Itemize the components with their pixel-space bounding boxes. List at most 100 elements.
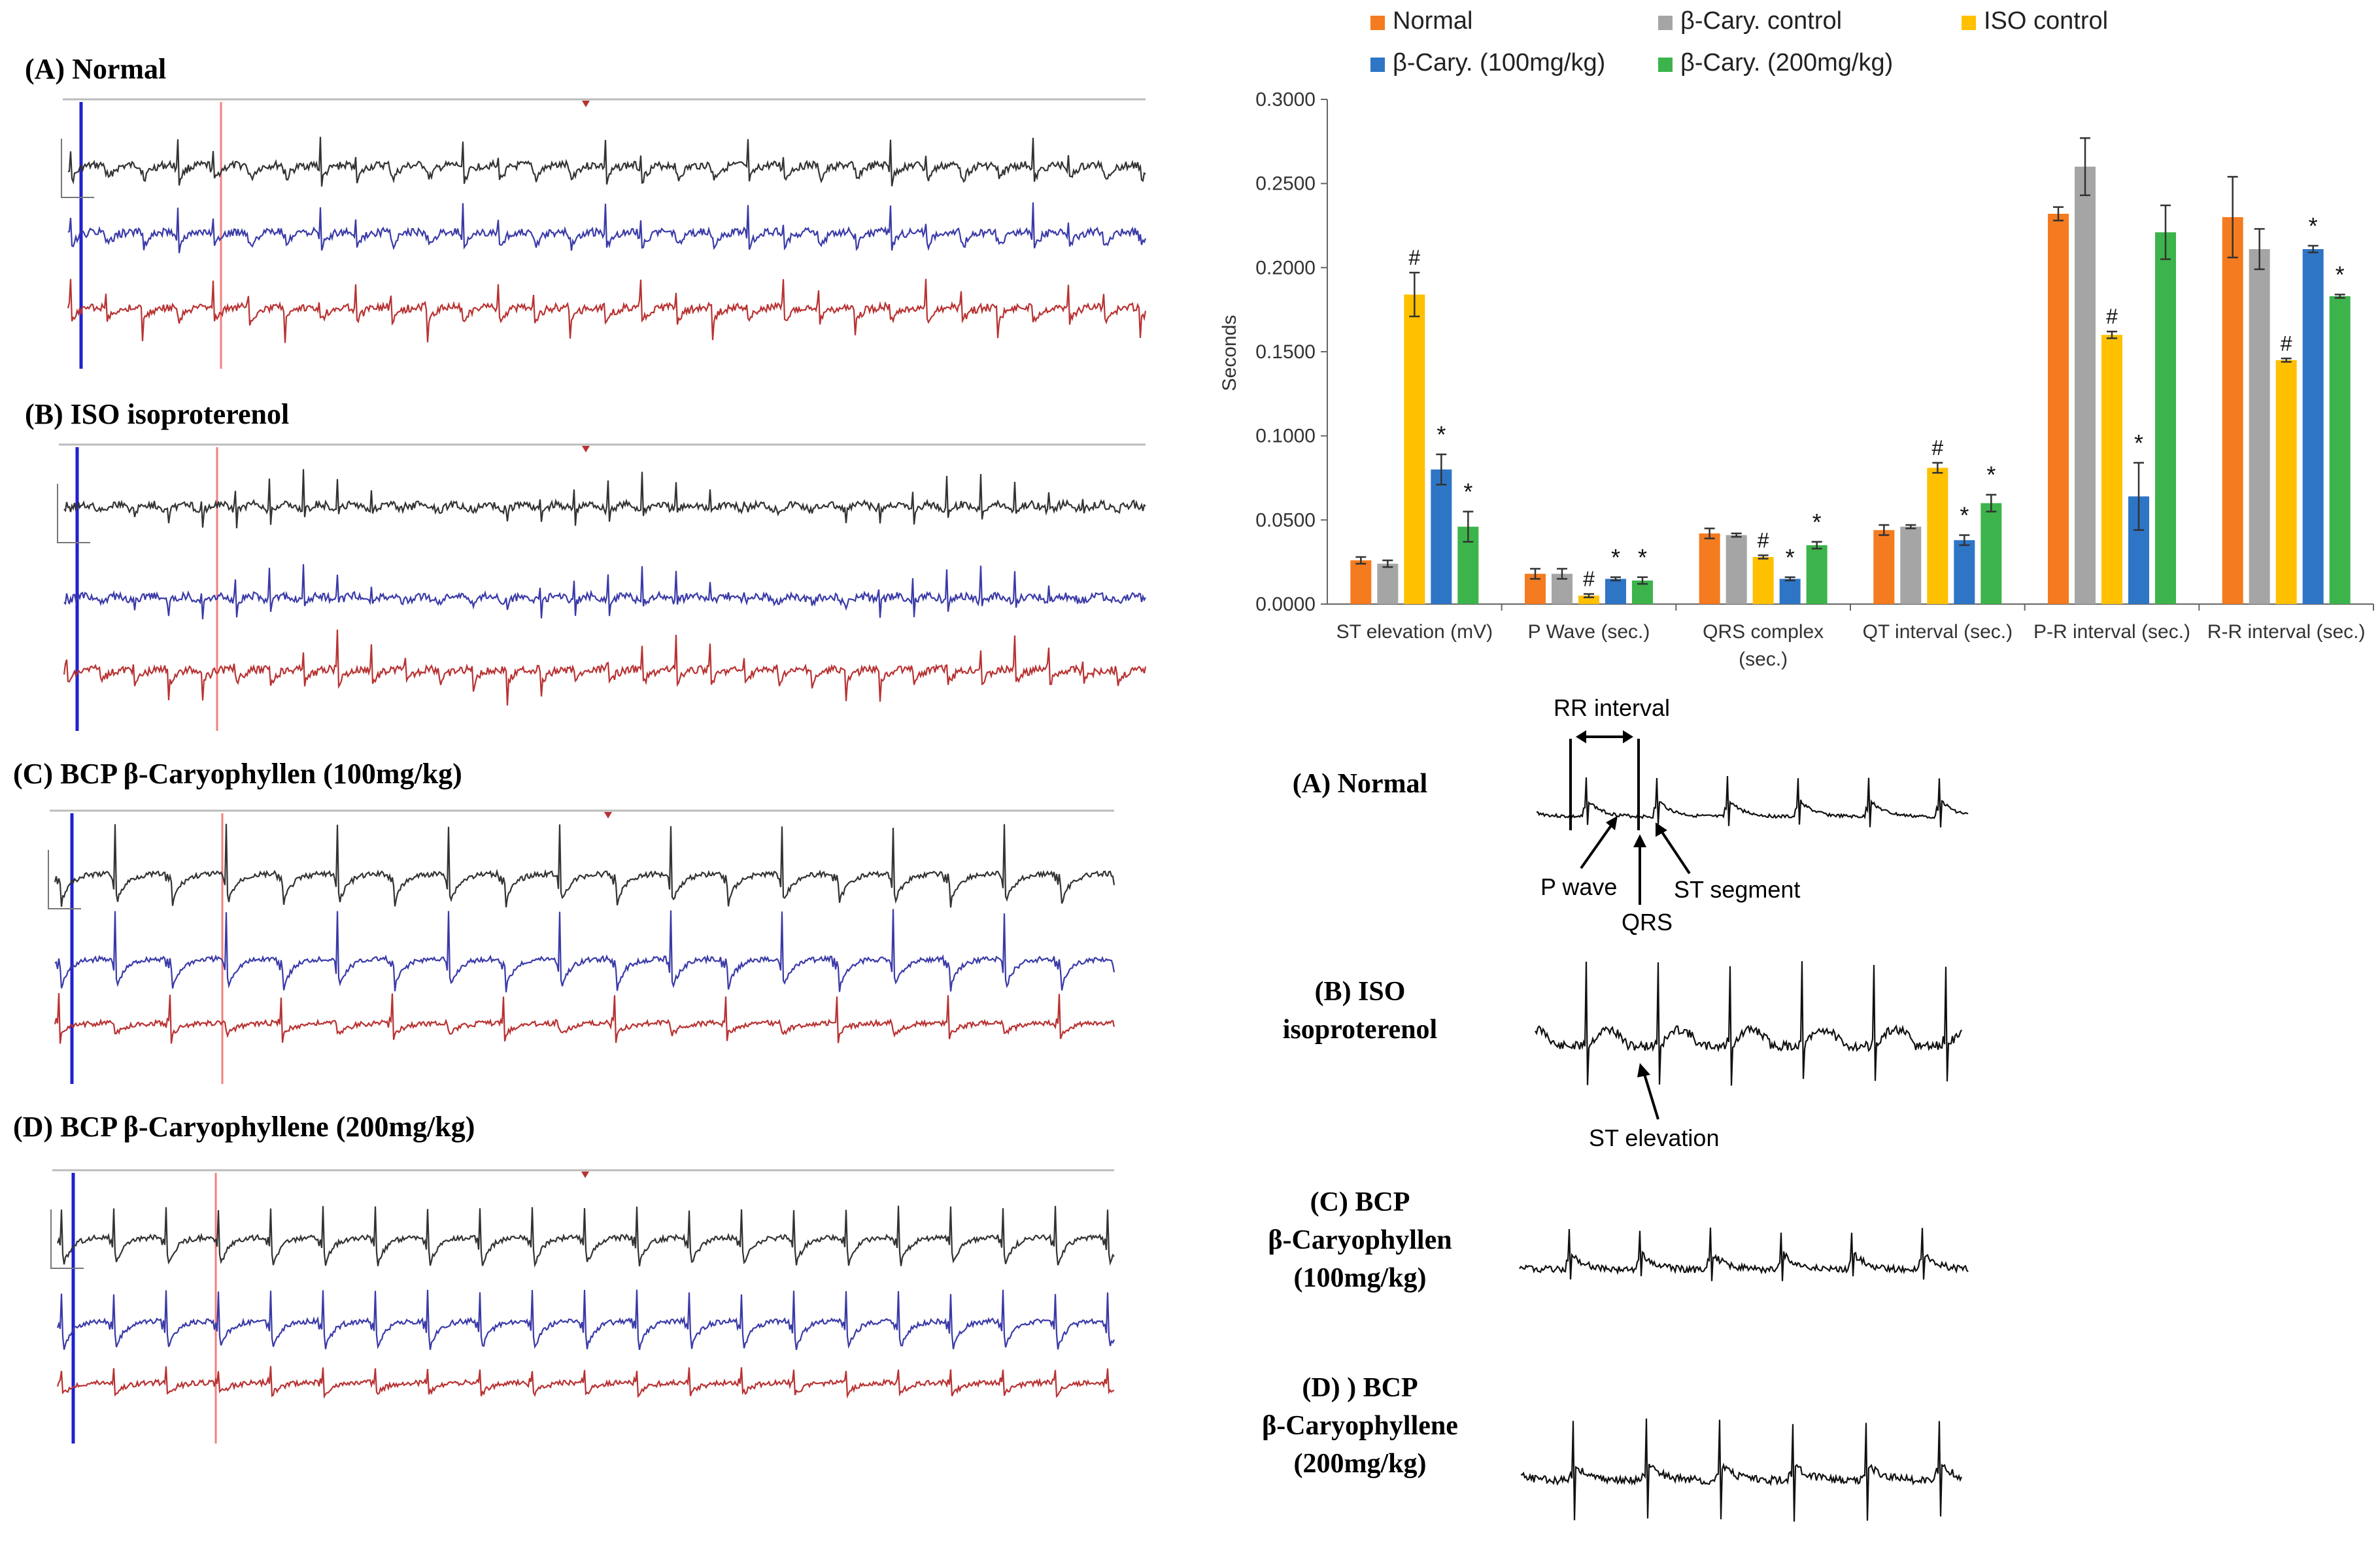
example-ecg-trace [1535,961,1962,1086]
significance-mark: # [1758,528,1769,552]
significance-mark: * [1463,478,1472,505]
arrowhead-icon [1606,816,1618,830]
bar [1752,556,1774,604]
ecg-trace [56,1206,1115,1268]
bar [1431,469,1452,604]
ecg-trace [54,824,1115,908]
y-tick-label: 0.0500 [1255,509,1316,531]
bar [1954,540,1975,604]
y-tick-label: 0.1500 [1255,341,1316,363]
left-panel-c [48,809,1115,1084]
significance-mark: * [2336,262,2345,288]
y-axis-label: Seconds [1219,315,1240,392]
left-panel-d [50,1169,1115,1444]
significance-mark: # [2281,331,2292,355]
legend-swatch [1962,16,1976,30]
ecg-trace [63,469,1146,529]
significance-mark: * [1960,501,1969,528]
right-panel-label-d: (D) ) BCP β-Caryophyllene (200mg/kg) [1262,1373,1458,1479]
bar [1632,580,1653,604]
ecg-trace [67,202,1147,254]
bar [2101,335,2122,604]
left-panel-label-c: (C) BCP β-Caryophyllen (100mg/kg) [13,758,462,790]
bar [2302,249,2324,604]
significance-mark: * [1436,421,1446,448]
chart-legend: Normal β-Cary. control ISO control β-Cary. … [1370,7,2108,76]
x-tick-label: R-R interval (sec.) [2207,621,2366,643]
x-tick-label: P Wave (sec.) [1528,621,1650,643]
y-tick-label: 0.0000 [1255,594,1316,615]
arrowhead-icon [1656,822,1667,837]
legend-entry: β-Cary. (200mg/kg) [1680,49,1893,76]
ecg-trace [63,629,1147,706]
bar [1605,579,1626,604]
left-panel-label-b: (B) ISO isoproterenol [25,398,290,430]
st-elevation-label: ST elevation [1589,1124,1720,1151]
significance-mark: * [1611,544,1620,571]
scale-bar [50,1209,84,1269]
significance-mark: * [1638,544,1647,571]
bar [1806,545,1828,604]
ecg-trace [67,137,1146,187]
significance-mark: * [1786,544,1795,571]
left-panel-b [57,443,1147,731]
legend-entry: β-Cary. (100mg/kg) [1393,49,1605,76]
significance-mark: # [1408,246,1420,269]
bar [1578,596,1599,604]
ecg-trace [54,909,1115,992]
chart-axes: 0.0000 0.0500 0.1000 0.1500 0.2000 0.2500 0.30… [1255,89,2374,670]
bar [1900,526,1922,604]
st-segment-label: ST segment [1674,876,1801,903]
significance-mark: # [1931,436,1943,460]
rr-interval-label: RR interval [1554,694,1671,721]
significance-mark: * [2309,212,2318,239]
p-wave-label: P wave [1540,873,1618,900]
bar [2329,296,2351,604]
scale-bar [61,139,94,198]
ecg-trace [67,279,1147,343]
right-panel-label-c: (C) BCP β-Caryophyllen (100mg/kg) [1268,1187,1452,1293]
event-marker-icon [604,812,612,819]
bar [2128,496,2149,604]
bar [2275,360,2297,604]
bar [1726,535,1747,604]
bar [2249,249,2270,604]
right-panel-label-b: (B) ISO isoproterenol [1282,977,1438,1045]
legend-swatch [1658,16,1673,30]
legend-swatch [1370,16,1385,30]
st-segment-arrow-icon [1659,829,1691,875]
legend-entry: β-Cary. control [1680,7,1842,35]
left-panel-label-d: (D) BCP β-Caryophyllene (200mg/kg) [13,1111,475,1143]
scale-bar [48,850,81,909]
bar [1779,579,1801,604]
ecg-trace [56,1289,1115,1351]
arrowhead-icon [1633,834,1646,847]
x-tick-label: QRS complex [1703,621,1824,643]
bar [1552,573,1572,604]
x-tick-label: ST elevation (mV) [1336,621,1493,643]
bar [2222,217,2243,605]
bar [1404,294,1425,604]
bar [1927,467,1948,604]
st-elevation-arrow-icon [1642,1072,1659,1120]
example-ecg-trace [1519,1227,1969,1281]
y-tick-label: 0.3000 [1255,89,1316,110]
example-ecg-trace [1520,1418,1963,1522]
arrowhead-icon [1637,1063,1650,1077]
legend-swatch [1658,58,1673,72]
ecg-trace [56,1366,1115,1399]
right-panel-label-a: (A) Normal [1292,769,1428,799]
significance-mark: * [1812,509,1822,535]
significance-mark: # [2106,305,2118,328]
chart-bars: # * * # * * # * * # * * # * # * * [1350,137,2351,605]
event-marker-icon [581,1172,589,1178]
bar [1377,564,1399,604]
p-wave-arrow-icon [1580,822,1614,870]
x-tick-label: P-R interval (sec.) [2033,621,2190,643]
y-tick-label: 0.2500 [1255,173,1316,195]
bar [1350,560,1372,604]
legend-swatch [1370,58,1385,72]
bar [2075,166,2096,604]
significance-mark: * [1986,462,1996,488]
event-marker-icon [582,446,590,452]
